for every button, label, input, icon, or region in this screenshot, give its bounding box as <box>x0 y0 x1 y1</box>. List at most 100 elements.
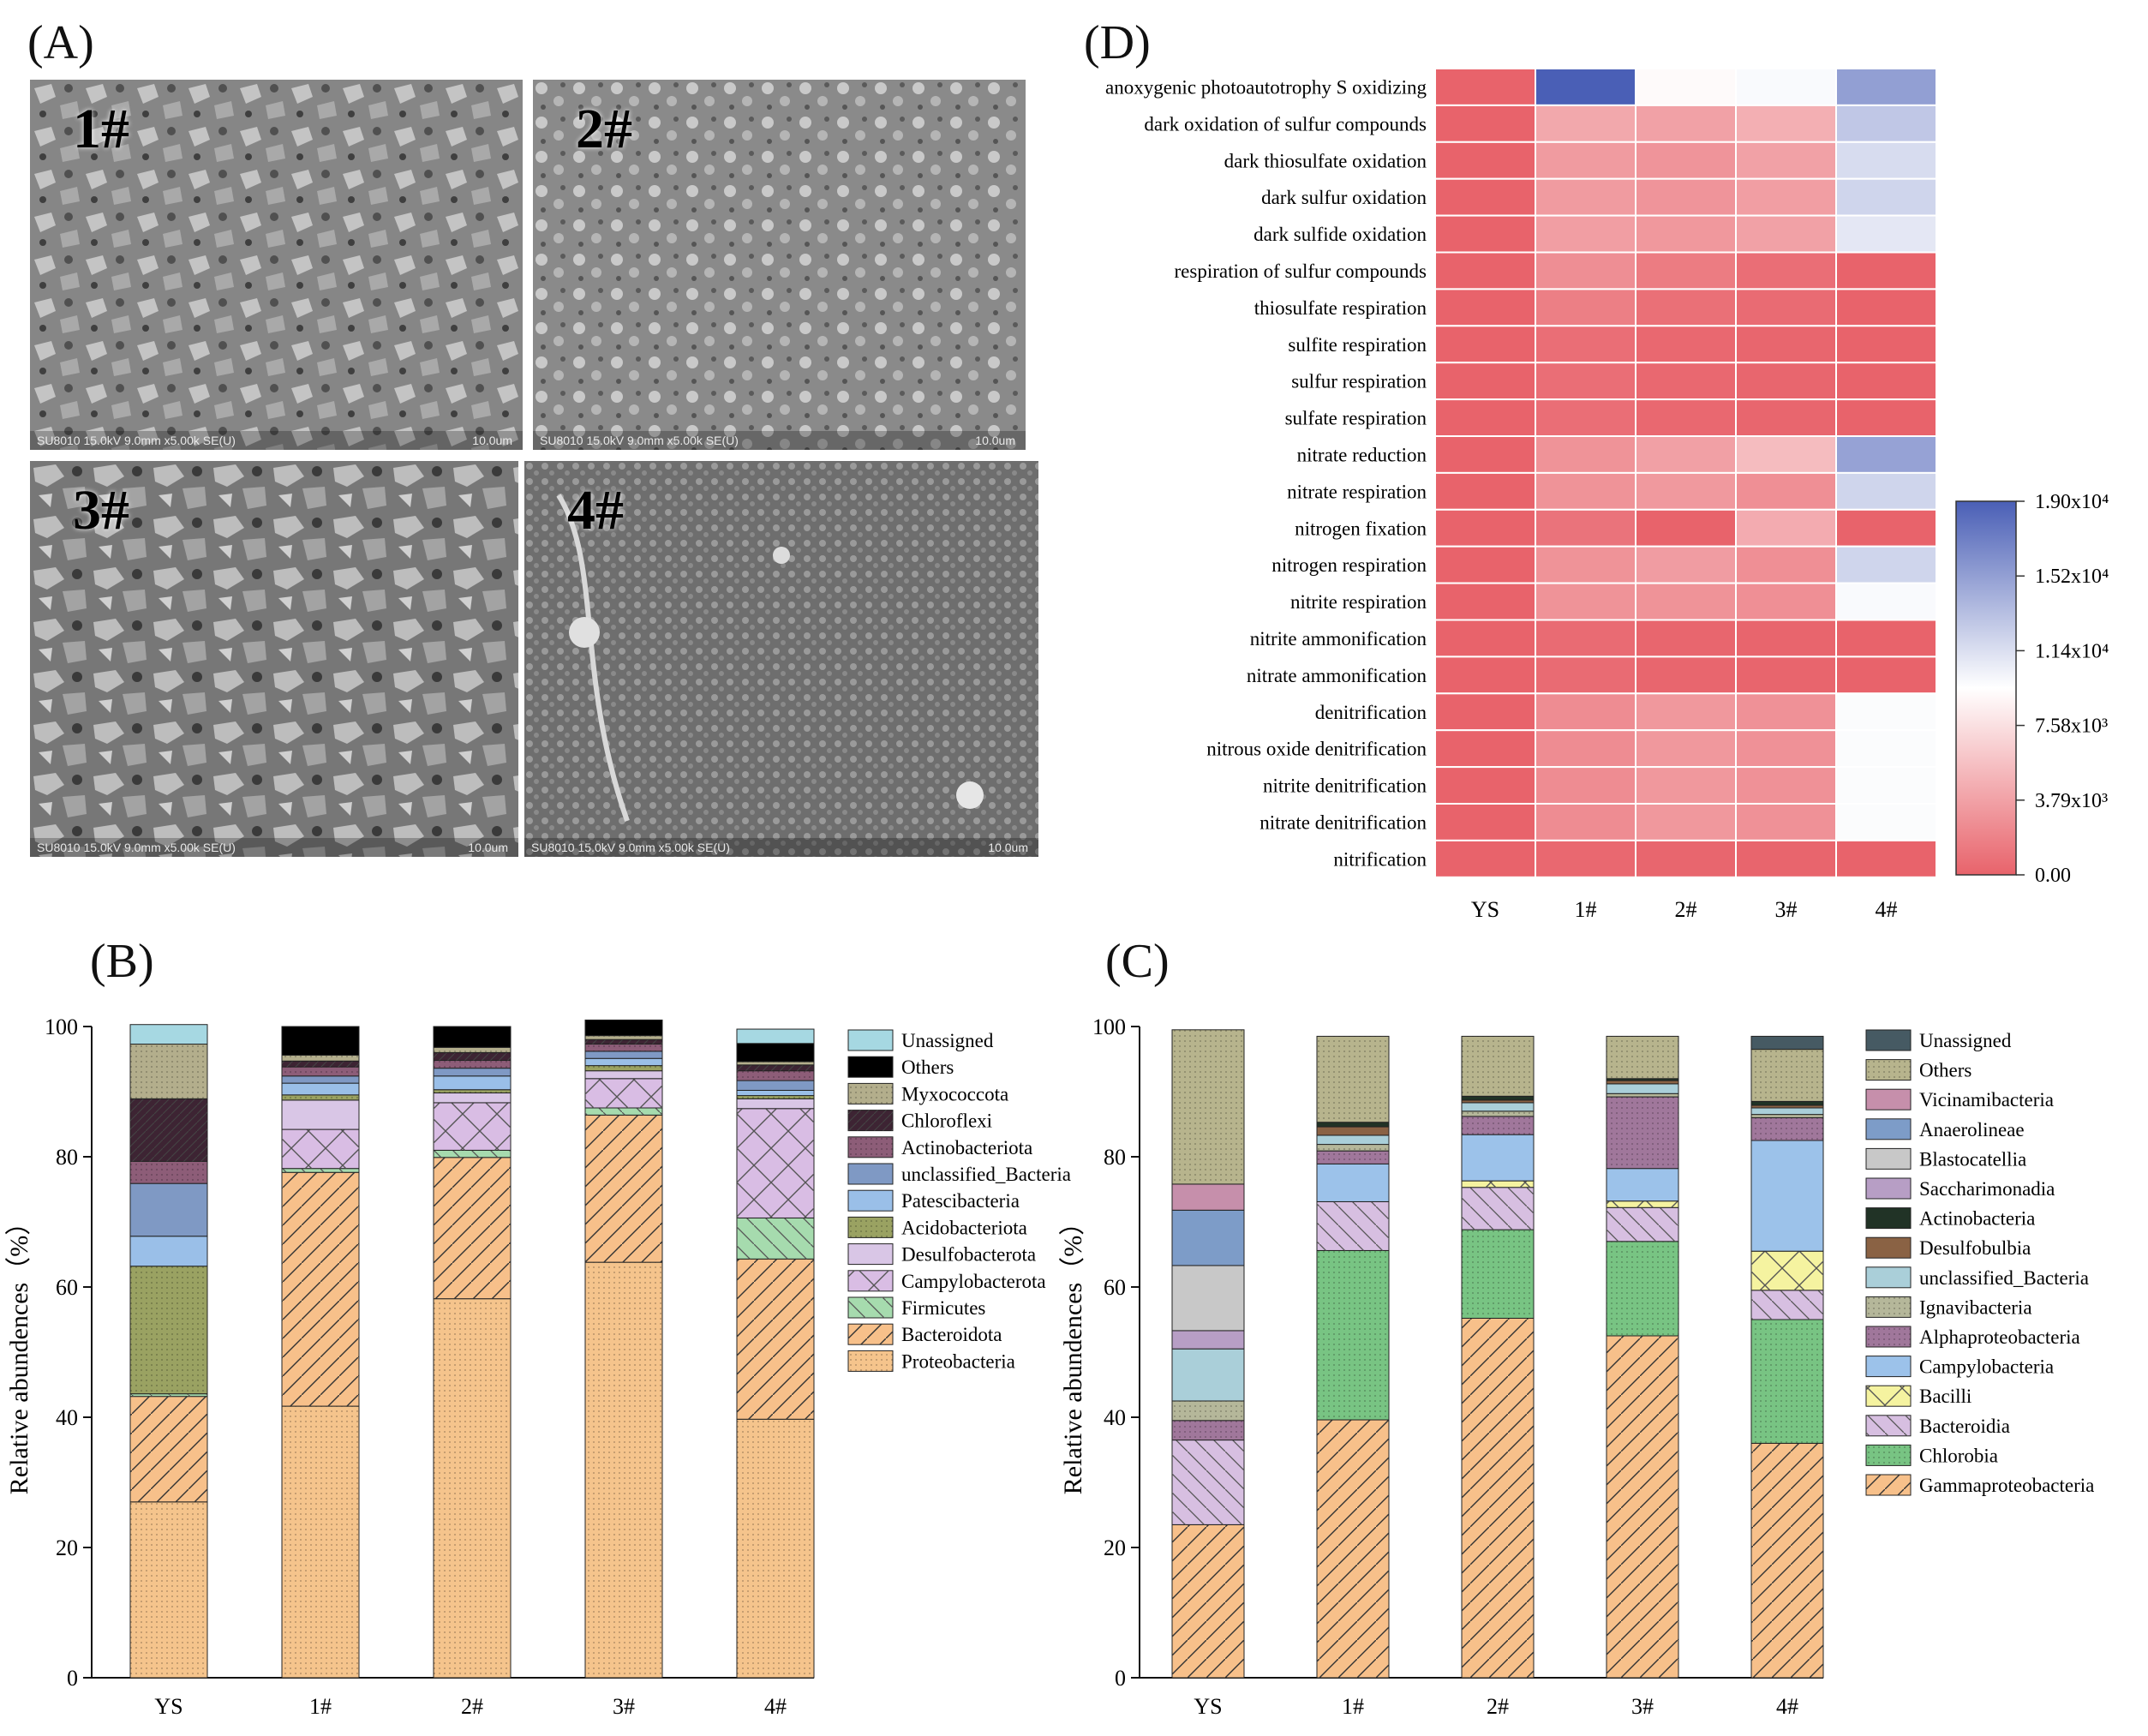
legend-label: Proteobacteria <box>901 1350 1015 1372</box>
heatmap-row-label: nitrous oxide denitrification <box>1206 739 1427 760</box>
legend-label: Unassigned <box>1919 1030 2012 1051</box>
bar-segment-hatch <box>1172 1420 1244 1440</box>
heatmap-row-label: nitrogen respiration <box>1271 554 1427 576</box>
legend-swatch-hatch <box>1866 1326 1911 1347</box>
bar-segment <box>1750 1035 1824 1051</box>
bar-segment <box>736 1028 815 1045</box>
colorbar-tick-label: 1.90x10⁴ <box>2035 491 2109 513</box>
heatmap-cell <box>1735 398 1837 438</box>
y-tick-label: 60 <box>1104 1275 1126 1300</box>
heatmap-cell <box>1635 766 1737 805</box>
x-tick-label: YS <box>154 1694 182 1719</box>
legend-label: Others <box>1919 1060 1971 1081</box>
panel-label-c: (C) <box>1105 935 1170 988</box>
y-tick-label: 100 <box>1092 1015 1126 1039</box>
y-tick-label: 40 <box>1104 1405 1126 1430</box>
bar-segment-hatch <box>1317 1144 1389 1152</box>
heatmap-cell <box>1735 177 1837 217</box>
heatmap-cell <box>1434 839 1536 878</box>
heatmap-cell <box>1835 729 1937 769</box>
sem-meta-1: SU8010 15.0kV 9.0mm x5.00k SE(U) <box>30 431 523 450</box>
bar-segment-hatch <box>1172 1029 1244 1184</box>
y-tick-label: 0 <box>1115 1666 1126 1691</box>
heatmap-cell <box>1434 398 1536 438</box>
bar-segment-hatch <box>1462 1036 1534 1097</box>
x-tick-label: 1# <box>1342 1694 1364 1719</box>
sem-scale-4: 10.0um <box>988 841 1028 854</box>
legend-swatch-hatch <box>1866 1445 1911 1466</box>
bar-segment-hatch <box>1607 1097 1678 1169</box>
heatmap-cell <box>1735 545 1837 584</box>
heatmap-cell <box>1835 325 1937 364</box>
bar-segment-hatch <box>737 1095 814 1099</box>
heatmap-cell <box>1434 68 1536 106</box>
heatmap-row-label: sulfite respiration <box>1288 334 1427 356</box>
bar-segment-hatch <box>434 1157 511 1299</box>
bar-segment-hatch <box>1317 1420 1389 1678</box>
legend-swatch <box>1865 1147 1912 1170</box>
bar-segment <box>1606 1168 1679 1202</box>
bar-segment-hatch <box>1462 1110 1534 1116</box>
bar-segment-hatch <box>1751 1114 1823 1118</box>
bar-segment-hatch <box>434 1150 511 1158</box>
heatmap-column-label: 2# <box>1675 897 1697 922</box>
heatmap-cell <box>1535 766 1636 805</box>
heatmap-cell <box>1434 692 1536 732</box>
heatmap-cell <box>1835 288 1937 327</box>
legend-swatch-hatch <box>848 1297 893 1318</box>
heatmap-row-label: nitrate denitrification <box>1259 811 1427 833</box>
colorbar-tick-label: 7.58x10³ <box>2035 715 2108 738</box>
heatmap-cell <box>1434 362 1536 401</box>
legend-label: Campylobacteria <box>1919 1356 2054 1378</box>
heatmap-cell <box>1735 692 1837 732</box>
colorbar-tick-label: 1.14x10⁴ <box>2035 640 2109 662</box>
heatmap-cell <box>1735 619 1837 658</box>
bar-segment-hatch <box>282 1094 359 1100</box>
heatmap-column-label: 4# <box>1876 897 1898 922</box>
bar-segment <box>1461 1102 1535 1112</box>
heatmap-cell <box>1835 104 1937 143</box>
heatmap-column-label: 3# <box>1775 897 1798 922</box>
bar-segment-hatch <box>1317 1151 1389 1164</box>
bar-segment <box>129 1182 208 1237</box>
bar-segment-hatch <box>1317 1201 1389 1251</box>
heatmap-row-label: dark sulfide oxidation <box>1253 224 1427 245</box>
heatmap-cell <box>1735 729 1837 769</box>
legend-swatch <box>1865 1177 1912 1200</box>
bar-segment <box>736 1080 815 1091</box>
heatmap-cell <box>1835 362 1937 401</box>
bar-segment-hatch <box>282 1406 359 1678</box>
sem-texture-2 <box>533 80 1026 450</box>
bar-segment <box>584 1057 663 1067</box>
bar-segment-hatch <box>737 1064 814 1071</box>
heatmap-cell <box>1835 471 1937 511</box>
heatmap-row-label: dark oxidation of sulfur compounds <box>1144 113 1427 135</box>
sem-meta-4: SU8010 15.0kV 9.0mm x5.00k SE(U) <box>524 838 1038 857</box>
bar-segment-hatch <box>282 1129 359 1169</box>
heatmap-row-label: sulfate respiration <box>1285 408 1427 429</box>
heatmap-cell <box>1635 839 1737 878</box>
bar-segment-hatch <box>737 1259 814 1420</box>
legend-swatch-hatch <box>848 1083 893 1104</box>
heatmap-cell <box>1835 655 1937 695</box>
heatmap-cell <box>1434 619 1536 658</box>
bar-segment-hatch <box>585 1115 662 1263</box>
chart-c: 0 20 40 60 80 100 Relative abundences（%） YS 1# 2#… <box>1059 1015 2094 1719</box>
heatmap-row-label: nitrate respiration <box>1287 481 1427 502</box>
bar-segment-hatch <box>737 1108 814 1218</box>
bar-segment <box>736 1089 815 1097</box>
legend-label: Chloroflexi <box>901 1110 992 1132</box>
heatmap-cell <box>1735 766 1837 805</box>
bar-segment <box>1316 1134 1390 1146</box>
sem-image-3: 3# SU8010 15.0kV 9.0mm x5.00k SE(U) 10.0… <box>30 461 518 857</box>
heatmap-row-label: thiosulfate respiration <box>1254 297 1427 319</box>
heatmap-cell <box>1434 214 1536 254</box>
bar-segment-hatch <box>1172 1401 1244 1421</box>
legend-swatch <box>847 1163 894 1185</box>
legend-label: Campylobacterota <box>901 1271 1046 1292</box>
heatmap-cell <box>1535 471 1636 511</box>
chart-b: 0 20 40 60 80 100 Relative abundences（%） YS 1# 2#… <box>5 1015 1071 1719</box>
heatmap-row-label: nitrite ammonification <box>1250 628 1427 650</box>
